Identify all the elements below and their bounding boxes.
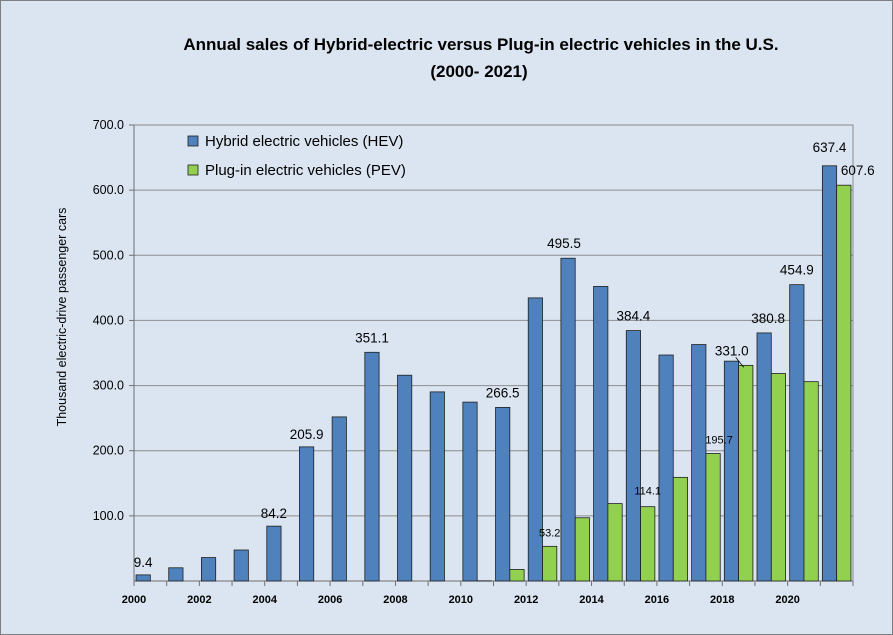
bar-pev [770, 373, 786, 582]
y-tick-label: 100.0 [93, 509, 124, 523]
bar-hev [789, 284, 805, 582]
bar-hev [560, 257, 576, 582]
data-label: 380.8 [751, 311, 785, 326]
bar-hev [658, 354, 674, 582]
x-tick-label: 2012 [514, 594, 538, 606]
bar-hev [821, 165, 838, 582]
x-tick-label: 2020 [775, 594, 799, 606]
data-label: 495.5 [547, 236, 581, 251]
x-tick-label: 2000 [122, 594, 146, 606]
bar-hev [233, 549, 249, 582]
y-tick-label: 400.0 [93, 313, 124, 327]
bar-pev [542, 545, 558, 582]
data-label: 195.7 [705, 435, 733, 447]
bar-pev [803, 381, 819, 582]
x-tick-label: 2018 [710, 594, 734, 606]
x-tick-label: 2010 [449, 594, 473, 606]
y-tick-label: 700.0 [93, 118, 124, 132]
bar-pev [640, 506, 656, 582]
legend-label: Plug-in electric vehicles (PEV) [205, 162, 406, 179]
y-axis-label: Thousand electric-drive passenger cars [55, 208, 69, 427]
data-label: 351.1 [355, 330, 389, 345]
x-tick-label: 2002 [187, 594, 211, 606]
bar-pev [509, 569, 525, 582]
bar-hev [331, 416, 347, 582]
bar-hev [527, 297, 543, 582]
legend-swatch-pev [187, 164, 199, 176]
data-label: 454.9 [780, 263, 814, 278]
data-label: 53.2 [539, 527, 560, 539]
data-label: 205.9 [290, 427, 324, 442]
bar-hev [495, 406, 511, 582]
x-tick-label: 2006 [318, 594, 342, 606]
leader-line [735, 357, 745, 368]
bar-hev [299, 446, 315, 582]
y-tick-label: 500.0 [93, 248, 124, 262]
data-label: 637.4 [813, 140, 847, 155]
data-label: 84.2 [261, 506, 287, 521]
data-label: 607.6 [841, 163, 875, 178]
y-tick-label: 600.0 [93, 183, 124, 197]
bar-hev [723, 360, 740, 582]
bar-pev [705, 453, 721, 582]
bar-pev [738, 364, 754, 582]
legend-swatch-hev [187, 135, 199, 147]
bar-hev [266, 525, 282, 582]
bar-hev [397, 374, 413, 582]
bar-pev [574, 517, 590, 582]
x-tick-label: 2004 [252, 594, 277, 606]
plot-area: 100.0 200.0 300.0 400.0 500.0 600.0 700.0 2000 2… [93, 118, 875, 606]
bar-hev [625, 330, 641, 582]
bar-pev [672, 476, 688, 582]
bar-hev [462, 401, 478, 582]
bar-pev [607, 503, 623, 582]
bar-hev [201, 557, 217, 582]
data-label: 9.4 [134, 555, 153, 570]
bar-hev [593, 286, 609, 582]
x-tick-label: 2008 [383, 594, 407, 606]
data-label: 384.4 [617, 309, 651, 324]
x-tick-label: 2016 [645, 594, 669, 606]
bar-pev [836, 184, 852, 582]
bar-hev [135, 574, 151, 582]
chart-title: Annual sales of Hybrid-electric versus P… [183, 35, 778, 54]
data-label: 331.0 [715, 343, 749, 358]
bar-hev [756, 332, 772, 582]
y-tick-label: 300.0 [93, 379, 124, 393]
bar-hev [691, 344, 707, 582]
x-tick-label: 2014 [579, 594, 604, 606]
bar-hev [168, 567, 184, 582]
legend-label: Hybrid electric vehicles (HEV) [205, 133, 403, 150]
bar-hev [364, 351, 380, 582]
legend: Hybrid electric vehicles (HEV) Plug-in el… [187, 133, 406, 179]
y-tick-label: 200.0 [93, 444, 124, 458]
chart-subtitle: (2000- 2021) [430, 62, 527, 81]
data-label: 114.1 [634, 486, 661, 498]
data-label: 266.5 [486, 385, 520, 400]
bar-hev [429, 391, 445, 582]
